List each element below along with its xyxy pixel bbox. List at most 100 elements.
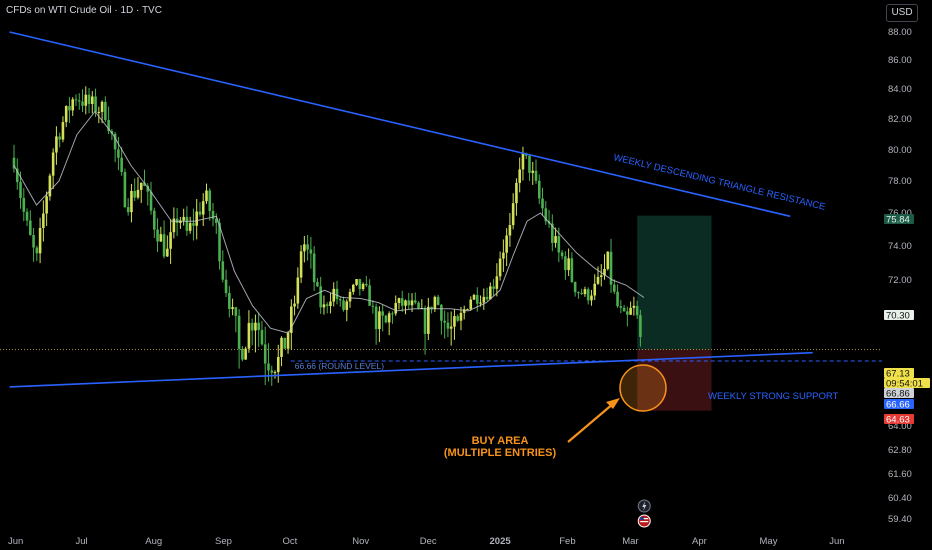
candle-body	[580, 292, 583, 295]
candle-body	[64, 106, 68, 123]
price-label-bg	[884, 399, 914, 409]
candle-body	[381, 311, 384, 316]
candle-body	[172, 218, 176, 233]
candle-body	[38, 227, 42, 254]
price-label-bg	[884, 368, 914, 378]
candle-body	[443, 320, 446, 323]
candle-body	[502, 252, 505, 259]
candle-body	[185, 216, 189, 231]
candle-body	[635, 305, 639, 316]
candle-body	[479, 302, 482, 304]
candle-body	[394, 303, 398, 314]
candle-body	[55, 136, 58, 153]
candle-body	[541, 198, 544, 209]
candle-body	[146, 185, 150, 192]
candle-body	[609, 251, 613, 285]
candle-body	[560, 252, 564, 257]
candle-body	[325, 304, 329, 307]
candle-body	[296, 277, 300, 304]
lightning-glyph	[642, 501, 647, 511]
candle-body	[290, 306, 293, 333]
candle-body	[100, 101, 104, 112]
flag-stripe	[640, 521, 649, 523]
candle-body	[218, 222, 221, 262]
candle-body	[198, 211, 202, 215]
candle-body	[590, 295, 593, 301]
candle-body	[35, 247, 39, 254]
y-tick-label: 62.80	[888, 445, 912, 456]
candle-body	[485, 296, 489, 300]
candle-body	[348, 291, 352, 302]
candle-body	[521, 153, 525, 170]
candle-body	[166, 248, 169, 257]
candle-body	[453, 316, 456, 327]
candle-body	[593, 283, 597, 296]
candle-body	[276, 356, 280, 373]
candle-body	[368, 285, 371, 306]
candle-body	[130, 190, 133, 213]
candle-body	[104, 101, 107, 121]
candle-body	[632, 305, 636, 308]
y-tick-label: 86.00	[888, 55, 912, 66]
candle-body	[603, 269, 606, 276]
price-label-bg	[884, 388, 914, 398]
candle-body	[214, 218, 218, 223]
candle-body	[68, 106, 71, 111]
candle-body	[596, 276, 600, 284]
candle-body	[413, 300, 417, 303]
x-tick-label: Aug	[145, 536, 162, 547]
candle-body	[626, 311, 629, 315]
buy-area-arrow	[567, 402, 615, 443]
y-tick-label: 59.40	[888, 514, 912, 525]
chart-lines: WEEKLY DESCENDING TRIANGLE RESISTANCEWEE…	[0, 31, 882, 402]
candle-body	[564, 256, 567, 271]
candle-body	[182, 216, 185, 221]
candle-body	[352, 284, 355, 292]
candle-body	[570, 258, 574, 282]
candle-body	[332, 288, 336, 302]
candle-body	[449, 326, 453, 329]
candle-body	[48, 175, 52, 197]
candle-body	[263, 344, 267, 364]
x-tick-label: Jul	[76, 536, 88, 547]
buy-area-circle	[619, 364, 667, 412]
candle-body	[430, 306, 433, 310]
x-tick-label: Sep	[215, 536, 232, 547]
candle-body	[224, 279, 228, 294]
candle-body	[358, 279, 362, 290]
candle-body	[309, 249, 313, 254]
candle-body	[195, 211, 198, 226]
candle-body	[117, 149, 120, 158]
candle-body	[221, 261, 225, 280]
candle-body	[528, 155, 531, 173]
candle-body	[544, 208, 548, 222]
candle-body	[498, 258, 502, 277]
candle-body	[378, 311, 381, 330]
candle-body	[423, 307, 427, 334]
candle-body	[329, 301, 332, 307]
currency-button[interactable]: USD	[886, 4, 918, 22]
candle-body	[427, 306, 430, 334]
candle-body	[475, 294, 479, 304]
candle-body	[606, 251, 610, 270]
candle-body	[136, 189, 140, 198]
y-tick-label: 64.00	[888, 421, 912, 432]
candle-body	[299, 251, 303, 278]
y-tick-label: 74.00	[888, 241, 912, 252]
candle-body	[312, 253, 316, 283]
price-label: 75.84	[886, 215, 910, 226]
support-label: WEEKLY STRONG SUPPORT	[708, 391, 839, 402]
price-label: 70.30	[886, 311, 910, 322]
candle-body	[622, 307, 626, 312]
y-tick-label: 84.00	[888, 84, 912, 95]
candle-body	[492, 286, 495, 289]
y-tick-label: 72.00	[888, 275, 912, 286]
candle-body	[97, 111, 101, 113]
candle-body	[482, 296, 486, 303]
y-tick-label: 82.00	[888, 114, 912, 125]
candle-body	[303, 244, 306, 252]
candle-body	[391, 313, 394, 315]
candlesticks	[12, 86, 642, 386]
candle-body	[469, 299, 473, 310]
